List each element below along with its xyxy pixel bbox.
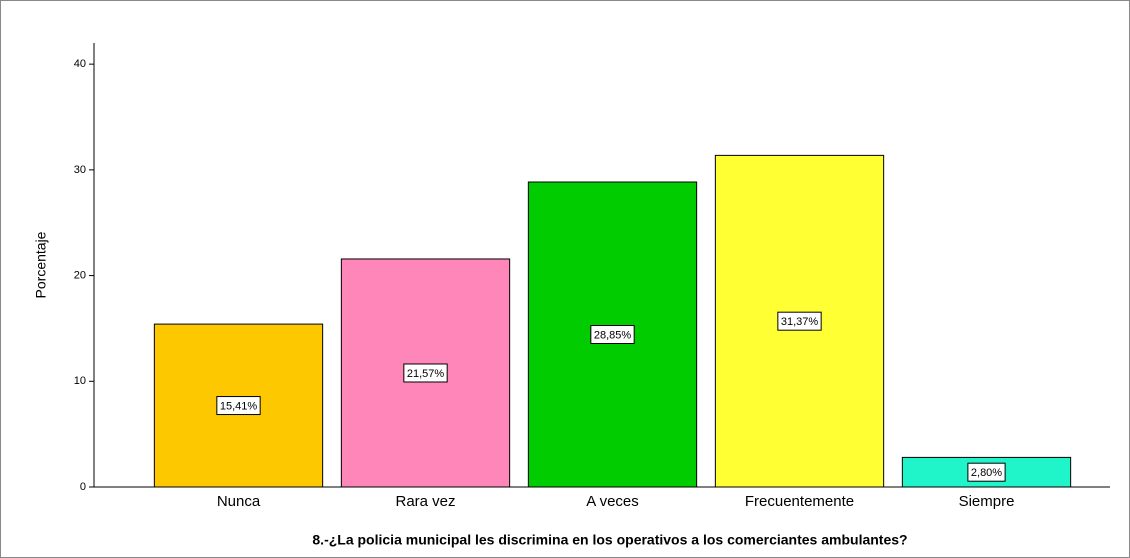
y-tick-label: 40 bbox=[74, 58, 86, 70]
y-tick-label: 20 bbox=[74, 269, 86, 281]
y-tick-label: 0 bbox=[80, 481, 86, 493]
y-tick-label: 30 bbox=[74, 164, 86, 176]
x-tick-label: Siempre bbox=[959, 493, 1015, 510]
value-label-box bbox=[216, 396, 261, 416]
value-label: 31,37% bbox=[781, 316, 819, 328]
value-label-box bbox=[967, 462, 1006, 482]
value-label: 15,41% bbox=[220, 400, 258, 412]
value-label-box bbox=[403, 363, 448, 383]
x-tick-label: Nunca bbox=[217, 493, 261, 510]
value-label: 28,85% bbox=[594, 329, 632, 341]
x-axis-title: 8.-¿La policia municipal les discrimina … bbox=[312, 532, 907, 548]
y-axis-title: Porcentaje bbox=[33, 231, 49, 298]
value-label: 2,80% bbox=[971, 467, 1002, 479]
y-tick-label: 10 bbox=[74, 375, 86, 387]
x-tick-label: A veces bbox=[586, 493, 639, 510]
value-label-box bbox=[777, 311, 822, 331]
value-label: 21,57% bbox=[407, 368, 445, 380]
value-label-box bbox=[590, 325, 635, 345]
x-tick-label: Rara vez bbox=[395, 493, 455, 510]
x-tick-label: Frecuentemente bbox=[745, 493, 854, 510]
